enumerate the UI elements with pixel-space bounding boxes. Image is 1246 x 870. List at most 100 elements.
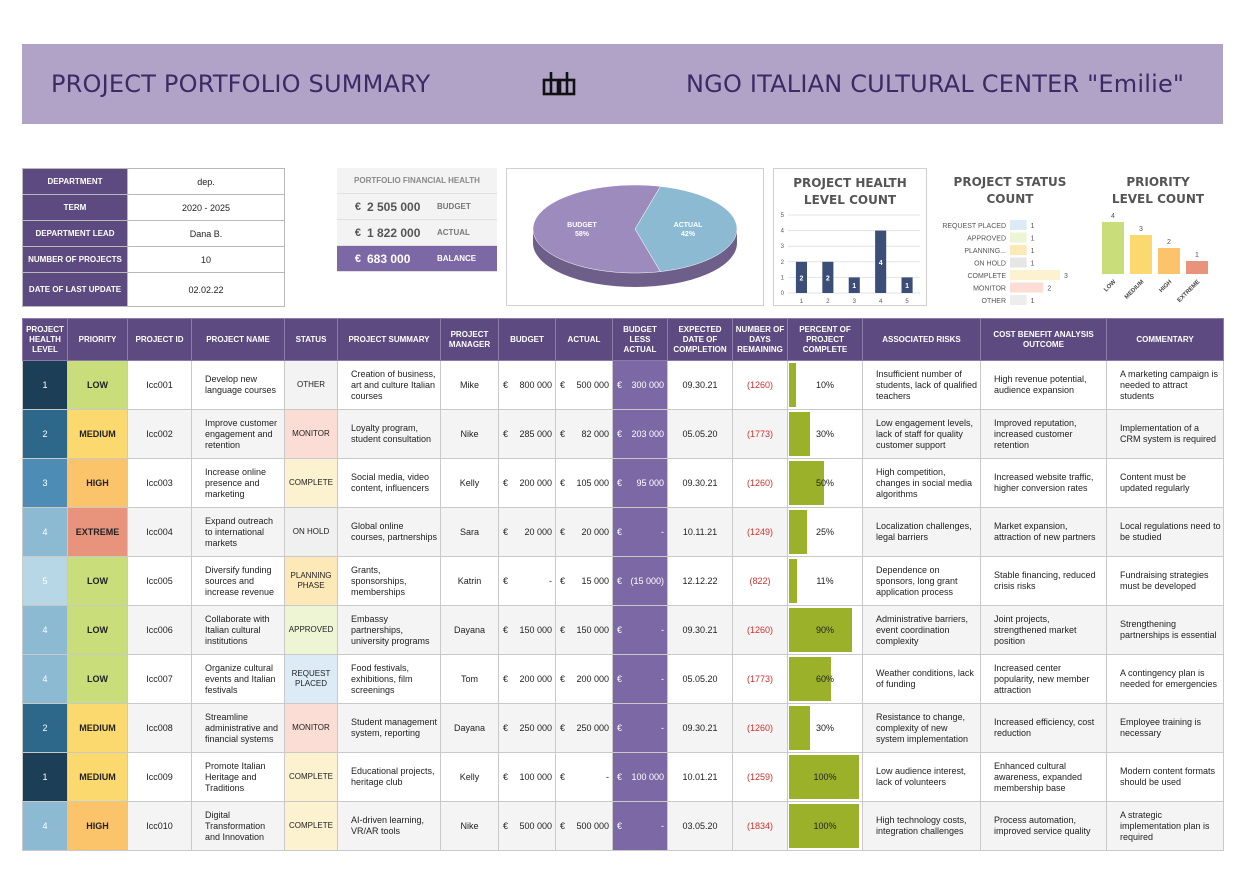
project-summary-cell[interactable]: Student management system, reporting (337, 703, 441, 753)
project-id-cell[interactable]: Icc005 (127, 556, 192, 606)
project-manager-cell[interactable]: Mike (440, 360, 499, 410)
project-id-cell[interactable]: Icc008 (127, 703, 192, 753)
column-header[interactable]: BUDGET (498, 318, 556, 361)
column-header[interactable]: PROJECT SUMMARY (337, 318, 441, 361)
project-id-cell[interactable]: Icc006 (127, 605, 192, 655)
status-cell[interactable]: COMPLETE (284, 801, 338, 851)
days-remaining-cell[interactable]: (1773) (732, 409, 788, 459)
table-row[interactable]: 4 EXTREME Icc004 Expand outreach to interna… (22, 507, 1224, 557)
status-cell[interactable]: APPROVED (284, 605, 338, 655)
project-summary-cell[interactable]: Grants, sponsorships, memberships (337, 556, 441, 606)
completion-date-cell[interactable]: 09.30.21 (667, 605, 733, 655)
status-cell[interactable]: COMPLETE (284, 458, 338, 508)
info-value[interactable]: 2020 - 2025 (127, 194, 285, 221)
project-summary-cell[interactable]: AI-driven learning, VR/AR tools (337, 801, 441, 851)
project-name-cell[interactable]: Improve customer engagement and retentio… (191, 409, 285, 459)
project-manager-cell[interactable]: Katrin (440, 556, 499, 606)
percent-complete-cell[interactable]: 50% (787, 458, 863, 508)
project-name-cell[interactable]: Streamline administrative and financial … (191, 703, 285, 753)
budget-cell[interactable]: €150 000 (498, 605, 556, 655)
actual-cell[interactable]: €82 000 (555, 409, 613, 459)
project-summary-cell[interactable]: Educational projects, heritage club (337, 752, 441, 802)
days-remaining-cell[interactable]: (1834) (732, 801, 788, 851)
project-name-cell[interactable]: Diversify funding sources and increase r… (191, 556, 285, 606)
status-cell[interactable]: REQUEST PLACED (284, 654, 338, 704)
completion-date-cell[interactable]: 05.05.20 (667, 654, 733, 704)
percent-complete-cell[interactable]: 30% (787, 703, 863, 753)
project-manager-cell[interactable]: Dayana (440, 703, 499, 753)
cost-benefit-cell[interactable]: Enhanced cultural awareness, expanded me… (980, 752, 1107, 802)
info-value[interactable]: dep. (127, 168, 285, 195)
project-id-cell[interactable]: Icc010 (127, 801, 192, 851)
budget-less-actual-cell[interactable]: €95 000 (612, 458, 668, 508)
cost-benefit-cell[interactable]: Increased efficiency, cost reduction (980, 703, 1107, 753)
commentary-cell[interactable]: A marketing campaign is needed to attrac… (1106, 360, 1224, 410)
commentary-cell[interactable]: Modern content formats should be used (1106, 752, 1224, 802)
budget-less-actual-cell[interactable]: € (15 000) (612, 556, 668, 606)
budget-cell[interactable]: €200 000 (498, 654, 556, 704)
commentary-cell[interactable]: A strategic implementation plan is requi… (1106, 801, 1224, 851)
project-id-cell[interactable]: Icc004 (127, 507, 192, 557)
priority-cell[interactable]: LOW (67, 605, 128, 655)
budget-cell[interactable]: €800 000 (498, 360, 556, 410)
actual-cell[interactable]: €500 000 (555, 360, 613, 410)
priority-cell[interactable]: MEDIUM (67, 752, 128, 802)
budget-less-actual-cell[interactable]: €100 000 (612, 752, 668, 802)
table-row[interactable]: 1 LOW Icc001 Develop new language courses OT… (22, 360, 1224, 410)
associated-risks-cell[interactable]: Dependence on sponsors, long grant appli… (862, 556, 981, 606)
column-header[interactable]: NUMBER OF DAYS REMAINING (732, 318, 788, 361)
column-header[interactable]: COST BENEFIT ANALYSIS OUTCOME (980, 318, 1107, 361)
priority-cell[interactable]: EXTREME (67, 507, 128, 557)
days-remaining-cell[interactable]: (1260) (732, 605, 788, 655)
budget-less-actual-cell[interactable]: € - (612, 605, 668, 655)
completion-date-cell[interactable]: 10.01.21 (667, 752, 733, 802)
info-value[interactable]: 10 (127, 246, 285, 273)
completion-date-cell[interactable]: 09.30.21 (667, 458, 733, 508)
column-header[interactable]: STATUS (284, 318, 338, 361)
percent-complete-cell[interactable]: 60% (787, 654, 863, 704)
actual-cell[interactable]: €105 000 (555, 458, 613, 508)
budget-less-actual-cell[interactable]: €203 000 (612, 409, 668, 459)
status-cell[interactable]: MONITOR (284, 703, 338, 753)
column-header[interactable]: EXPECTED DATE OF COMPLETION (667, 318, 733, 361)
column-header[interactable]: ASSOCIATED RISKS (862, 318, 981, 361)
priority-cell[interactable]: LOW (67, 556, 128, 606)
budget-cell[interactable]: €20 000 (498, 507, 556, 557)
project-name-cell[interactable]: Expand outreach to international markets (191, 507, 285, 557)
table-row[interactable]: 3 HIGH Icc003 Increase online presence and … (22, 458, 1224, 508)
info-value[interactable]: Dana B. (127, 220, 285, 247)
days-remaining-cell[interactable]: (1259) (732, 752, 788, 802)
percent-complete-cell[interactable]: 11% (787, 556, 863, 606)
project-name-cell[interactable]: Increase online presence and marketing (191, 458, 285, 508)
health-level-cell[interactable]: 1 (22, 360, 68, 410)
budget-less-actual-cell[interactable]: € - (612, 703, 668, 753)
project-id-cell[interactable]: Icc002 (127, 409, 192, 459)
table-row[interactable]: 4 HIGH Icc010 Digital Transformation and In… (22, 801, 1224, 851)
project-manager-cell[interactable]: Nike (440, 801, 499, 851)
info-value[interactable]: 02.02.22 (127, 272, 285, 307)
budget-less-actual-cell[interactable]: € - (612, 507, 668, 557)
associated-risks-cell[interactable]: Low audience interest, lack of volunteer… (862, 752, 981, 802)
commentary-cell[interactable]: Employee training is necessary (1106, 703, 1224, 753)
cost-benefit-cell[interactable]: Joint projects, strengthened market posi… (980, 605, 1107, 655)
column-header[interactable]: PROJECT ID (127, 318, 192, 361)
percent-complete-cell[interactable]: 10% (787, 360, 863, 410)
commentary-cell[interactable]: Local regulations need to be studied (1106, 507, 1224, 557)
associated-risks-cell[interactable]: Administrative barriers, event coordinat… (862, 605, 981, 655)
table-row[interactable]: 2 MEDIUM Icc008 Streamline administrative a… (22, 703, 1224, 753)
actual-cell[interactable]: €20 000 (555, 507, 613, 557)
project-manager-cell[interactable]: Kelly (440, 458, 499, 508)
health-level-cell[interactable]: 4 (22, 507, 68, 557)
completion-date-cell[interactable]: 10.11.21 (667, 507, 733, 557)
project-id-cell[interactable]: Icc001 (127, 360, 192, 410)
budget-cell[interactable]: €250 000 (498, 703, 556, 753)
project-summary-cell[interactable]: Food festivals, exhibitions, film screen… (337, 654, 441, 704)
completion-date-cell[interactable]: 12.12.22 (667, 556, 733, 606)
commentary-cell[interactable]: Implementation of a CRM system is requir… (1106, 409, 1224, 459)
associated-risks-cell[interactable]: High technology costs, integration chall… (862, 801, 981, 851)
budget-less-actual-cell[interactable]: € - (612, 654, 668, 704)
days-remaining-cell[interactable]: (1260) (732, 360, 788, 410)
health-level-cell[interactable]: 5 (22, 556, 68, 606)
project-manager-cell[interactable]: Nike (440, 409, 499, 459)
cost-benefit-cell[interactable]: Increased center popularity, new member … (980, 654, 1107, 704)
